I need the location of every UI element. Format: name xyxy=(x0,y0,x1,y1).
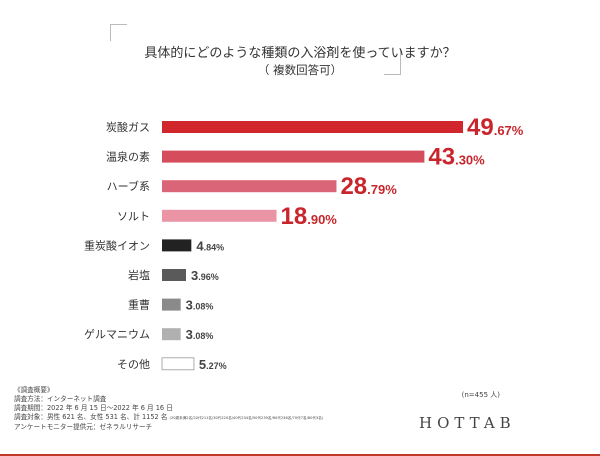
category-label: 炭酸ガス xyxy=(106,120,150,134)
value-integer: 43 xyxy=(428,144,455,171)
bar xyxy=(162,239,192,252)
survey-target-main: 調査対象：男性 621 名、女性 531 名、計 1152 名 xyxy=(14,413,168,421)
value-label: 4.84% xyxy=(196,238,224,253)
survey-target: 調査対象：男性 621 名、女性 531 名、計 1152 名 (20歳未満2名… xyxy=(14,413,323,423)
value-decimal: .84% xyxy=(204,242,225,252)
survey-target-detail: (20歳未満2名/20代211名/30代220名/40代234名/50代239名… xyxy=(169,416,324,420)
value-label: 28.79% xyxy=(340,173,397,200)
value-decimal: .67% xyxy=(494,123,524,138)
value-integer: 5 xyxy=(199,357,206,372)
bar-chart: 炭酸ガス 49.67%温泉の素 43.30%ハーブ系 28.79%ソルト 18.90%重… xyxy=(84,114,524,372)
bar xyxy=(162,298,181,311)
bar xyxy=(162,328,181,341)
bar xyxy=(162,150,425,163)
chart-subtitle: （ 複数回答可） xyxy=(257,63,343,77)
survey-method: 調査方法：インターネット調査 xyxy=(14,395,107,403)
category-label: 重炭酸イオン xyxy=(84,238,150,252)
value-integer: 3 xyxy=(186,298,193,313)
survey-provider: アンケートモニター提供元：ゼネラルリサーチ xyxy=(14,423,153,431)
bar xyxy=(162,121,463,133)
category-label: ハーブ系 xyxy=(107,179,150,193)
value-decimal: .96% xyxy=(198,272,219,282)
summary-heading: 《調査概要》 xyxy=(14,386,54,394)
value-decimal: .90% xyxy=(307,212,337,227)
value-label: 3.96% xyxy=(191,268,219,283)
value-decimal: .27% xyxy=(206,361,227,371)
category-label: その他 xyxy=(117,358,150,371)
value-integer: 18 xyxy=(281,203,308,230)
category-label: 温泉の素 xyxy=(106,150,150,164)
value-integer: 28 xyxy=(340,173,367,200)
category-label: 重曹 xyxy=(128,298,150,312)
bar xyxy=(161,357,195,371)
value-label: 43.30% xyxy=(428,144,485,171)
value-decimal: .30% xyxy=(455,153,485,168)
value-decimal: .08% xyxy=(193,331,214,341)
bottom-divider xyxy=(0,454,600,456)
bar xyxy=(162,180,337,193)
value-decimal: .79% xyxy=(367,182,397,197)
value-label: 3.08% xyxy=(186,327,214,342)
category-label: ゲルマニウム xyxy=(84,328,150,341)
value-integer: 49 xyxy=(467,114,494,141)
chart-title: 具体的にどのような種類の入浴剤を使っていますか？ xyxy=(144,46,456,61)
survey-period: 調査期間：2022 年 6 月 15 日〜2022 年 6 月 16 日 xyxy=(14,404,173,412)
value-label: 49.67% xyxy=(467,114,524,141)
title-bracket-top-left xyxy=(110,24,127,41)
category-label: ソルト xyxy=(117,210,150,223)
value-integer: 4 xyxy=(196,238,204,253)
title-bracket-bottom-right xyxy=(384,50,401,75)
bar xyxy=(162,269,186,281)
value-integer: 3 xyxy=(186,327,193,342)
value-label: 5.27% xyxy=(199,357,227,372)
category-label: 岩塩 xyxy=(128,268,150,282)
sample-size: (n=455 人) xyxy=(461,391,500,399)
survey-summary: 《調査概要》 調査方法：インターネット調査 調査期間：2022 年 6 月 15… xyxy=(14,386,323,432)
value-decimal: .08% xyxy=(193,302,214,312)
hottab-logo: HOTTAB xyxy=(419,414,516,432)
bar xyxy=(162,209,277,222)
value-label: 3.08% xyxy=(186,298,214,313)
value-integer: 3 xyxy=(191,268,198,283)
value-label: 18.90% xyxy=(281,203,338,230)
